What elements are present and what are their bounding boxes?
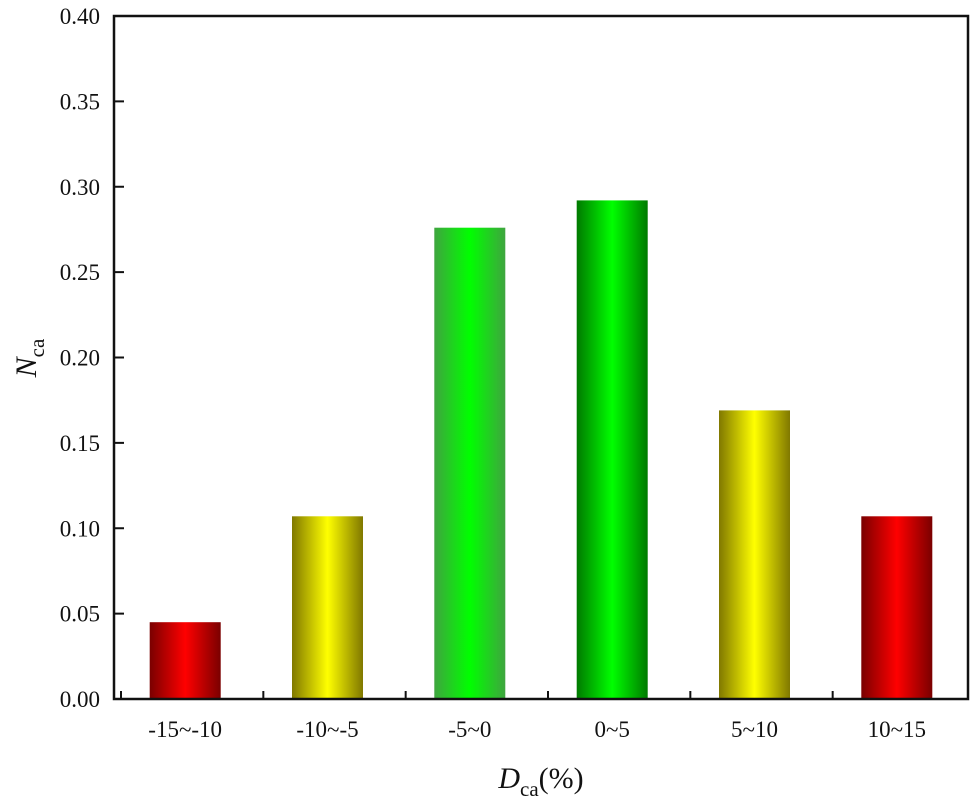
bar-10~15 — [861, 516, 933, 699]
bar--5~0 — [434, 227, 506, 699]
y-tick-label: 0.10 — [60, 516, 100, 541]
y-axis: 0.00 0.05 0.10 0.15 0.20 0.25 0.30 0.35 0.40 — [60, 4, 124, 712]
y-tick-label: 0.40 — [60, 4, 100, 29]
bar--10~-5 — [292, 516, 363, 699]
x-tick-label: 10~15 — [868, 717, 926, 742]
bar--15~-10 — [149, 622, 221, 699]
x-axis: -15~-10 -10~-5 -5~0 0~5 5~10 10~15 — [120, 691, 926, 742]
bar-0~5 — [576, 200, 648, 699]
x-tick-label: -10~-5 — [296, 717, 358, 742]
y-tick-label: 0.05 — [60, 602, 100, 627]
x-tick-label: -5~0 — [448, 717, 491, 742]
y-tick-label: 0.35 — [60, 89, 100, 114]
y-tick-label: 0.30 — [60, 175, 100, 200]
y-tick-label: 0.20 — [60, 346, 100, 371]
y-tick-label: 0.15 — [60, 431, 100, 456]
bars-group — [149, 200, 933, 699]
x-tick-label: 5~10 — [731, 717, 778, 742]
plot-frame — [112, 14, 970, 701]
x-tick-label: 0~5 — [594, 717, 629, 742]
x-axis-title: Dca(%) — [497, 762, 583, 801]
y-tick-label: 0.00 — [60, 687, 100, 712]
y-tick-label: 0.25 — [60, 260, 100, 285]
bar-5~10 — [719, 410, 790, 699]
y-axis-title: Nca — [10, 338, 49, 378]
x-tick-label: -15~-10 — [148, 717, 222, 742]
